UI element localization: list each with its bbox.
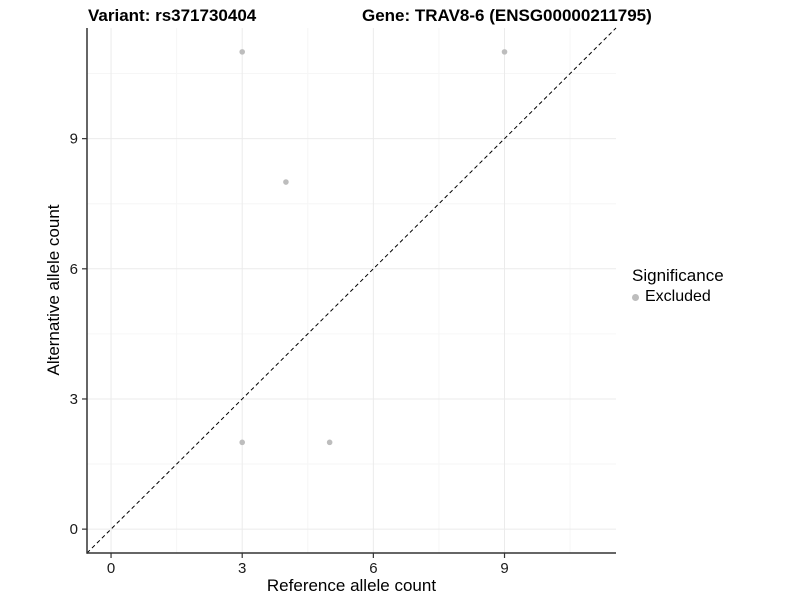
data-point [239, 439, 246, 446]
legend-title: Significance [632, 266, 724, 285]
variant-title: Variant: rs371730404 [88, 6, 257, 25]
y-axis-title: Alternative allele count [44, 204, 63, 376]
gene-title: Gene: TRAV8-6 (ENSG00000211795) [362, 6, 652, 25]
legend-item-excluded: Excluded [632, 288, 724, 306]
x-tick-label: 6 [369, 560, 377, 577]
legend-point-icon [632, 293, 639, 301]
x-tick-label: 0 [107, 560, 115, 577]
y-tick-label: 0 [70, 521, 78, 538]
y-tick-label: 3 [70, 391, 78, 408]
x-tick-label: 3 [238, 560, 246, 577]
data-point [501, 49, 508, 55]
x-axis-title: Reference allele count [266, 576, 437, 595]
legend-item-label: Excluded [645, 288, 711, 305]
identity-line [86, 27, 617, 554]
legend: Significance Excluded [632, 266, 724, 306]
data-point [326, 439, 333, 446]
y-tick-label: 6 [70, 261, 78, 278]
data-point [283, 179, 289, 185]
y-tick-label: 9 [70, 131, 78, 148]
x-tick-label: 9 [500, 560, 508, 577]
data-point [239, 49, 246, 55]
